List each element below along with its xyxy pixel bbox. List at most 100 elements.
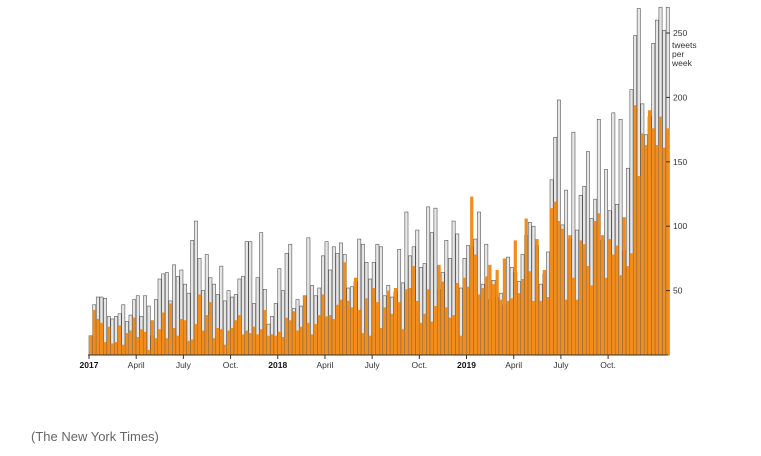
y-unit-line-2: per — [672, 49, 684, 59]
orange-bar — [535, 239, 539, 355]
x-tick-label: July — [553, 360, 569, 370]
orange-bar — [557, 221, 561, 355]
x-tick-label: 2018 — [268, 360, 287, 370]
orange-bar — [252, 326, 256, 355]
orange-bar — [143, 331, 147, 355]
bars-layer — [88, 6, 670, 356]
orange-bar — [212, 338, 216, 355]
orange-bar — [150, 320, 154, 355]
orange-bar — [444, 307, 448, 355]
orange-bar — [604, 277, 608, 355]
y-tick-label: 100 — [673, 221, 687, 231]
orange-bar — [357, 309, 361, 355]
orange-bar — [648, 110, 652, 355]
orange-bar — [593, 221, 597, 355]
orange-bar — [306, 322, 310, 355]
orange-bar — [165, 338, 169, 355]
x-tick-label: April — [316, 360, 333, 370]
orange-bar — [201, 330, 205, 355]
orange-bar — [147, 349, 151, 355]
orange-bar — [259, 329, 263, 355]
orange-bar — [274, 335, 278, 355]
orange-bar — [579, 240, 583, 355]
orange-bar — [390, 313, 394, 355]
orange-bar — [339, 299, 343, 355]
orange-bar — [618, 275, 623, 355]
orange-bar — [662, 147, 666, 355]
orange-bar — [364, 298, 369, 355]
orange-bar — [506, 300, 510, 355]
orange-bar — [531, 300, 536, 355]
orange-bar — [528, 271, 532, 355]
y-unit-line-3: week — [671, 58, 693, 68]
orange-bar — [314, 324, 318, 355]
orange-bar — [513, 240, 517, 355]
orange-bar — [589, 285, 594, 355]
orange-bar — [575, 299, 579, 355]
total-bar — [146, 305, 151, 356]
orange-bar — [571, 277, 575, 355]
x-tick-label: July — [176, 360, 192, 370]
total-bar — [190, 240, 195, 356]
orange-bar — [285, 317, 289, 355]
y-tick-label: 50 — [673, 286, 683, 296]
orange-bar — [658, 116, 663, 355]
orange-bar — [470, 196, 474, 355]
orange-bar — [582, 244, 586, 355]
orange-bar — [230, 327, 234, 355]
orange-bar — [553, 201, 557, 355]
x-tick-label: 2017 — [80, 360, 99, 370]
orange-bar — [455, 282, 459, 355]
orange-bar — [666, 128, 670, 355]
orange-bar — [629, 253, 634, 355]
orange-bar — [488, 264, 492, 355]
orange-bar — [383, 307, 387, 355]
orange-bar — [397, 302, 401, 355]
orange-bar — [92, 309, 96, 355]
orange-bar — [644, 145, 648, 355]
orange-bar — [321, 294, 325, 355]
orange-bar — [426, 289, 430, 355]
orange-bar — [401, 329, 405, 355]
orange-bar — [350, 307, 354, 355]
orange-bar — [161, 312, 165, 355]
orange-bar — [517, 293, 521, 355]
orange-bar — [441, 281, 445, 355]
orange-bar — [187, 340, 191, 355]
orange-bar — [194, 324, 198, 355]
orange-bar — [361, 333, 365, 355]
orange-bar — [310, 334, 314, 355]
orange-bar — [317, 315, 321, 355]
orange-bar — [404, 289, 409, 355]
orange-bar — [292, 311, 296, 355]
orange-bar — [626, 266, 630, 355]
orange-bar — [477, 294, 481, 355]
orange-bar — [96, 318, 100, 355]
orange-bar — [125, 333, 129, 355]
orange-bar — [386, 290, 390, 355]
orange-bar — [437, 264, 441, 355]
x-tick-label: Oct. — [223, 360, 239, 370]
orange-bar — [546, 297, 550, 355]
orange-bar — [136, 336, 140, 355]
orange-bar — [640, 133, 644, 355]
orange-bar — [248, 333, 252, 355]
orange-bar — [481, 288, 485, 355]
orange-bar — [412, 266, 416, 355]
orange-bar — [564, 299, 568, 355]
y-tick-label: 150 — [673, 157, 687, 167]
orange-bar — [183, 320, 187, 355]
orange-bar — [524, 218, 528, 355]
orange-bar — [372, 288, 376, 355]
orange-bar — [263, 309, 267, 355]
orange-bar — [205, 315, 209, 355]
orange-bar — [473, 254, 477, 355]
orange-bar — [132, 317, 136, 355]
orange-bar — [368, 335, 372, 355]
orange-bar — [353, 277, 358, 355]
orange-bar — [452, 315, 456, 355]
orange-bar — [332, 318, 336, 355]
orange-bar — [611, 254, 615, 355]
orange-bar — [393, 288, 398, 355]
